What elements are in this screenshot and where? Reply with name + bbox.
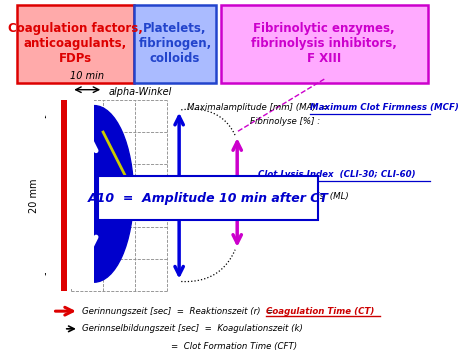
Text: 20 mm: 20 mm	[29, 178, 39, 213]
Ellipse shape	[55, 106, 134, 282]
Text: Gerinnungszeit [sec]  =  Reaktionszeit (r)  =: Gerinnungszeit [sec] = Reaktionszeit (r)…	[82, 307, 278, 316]
FancyBboxPatch shape	[18, 5, 134, 83]
Text: Clot Lysis Index  (CLI-30; CLI-60): Clot Lysis Index (CLI-30; CLI-60)	[258, 170, 416, 179]
FancyBboxPatch shape	[98, 176, 318, 220]
Text: Fibrinolytic enzymes,
fibrinolysis inhibitors,
F XIII: Fibrinolytic enzymes, fibrinolysis inhib…	[251, 22, 397, 65]
FancyBboxPatch shape	[134, 5, 217, 83]
Text: Platelets,
fibrinogen,
colloids: Platelets, fibrinogen, colloids	[138, 22, 211, 65]
Text: =  Clot Formation Time (CFT): = Clot Formation Time (CFT)	[171, 342, 297, 351]
Text: Maximalamplitude [mm] (MA)  =: Maximalamplitude [mm] (MA) =	[187, 103, 335, 112]
Text: Maximum Lysis  (ML): Maximum Lysis (ML)	[258, 192, 349, 200]
Text: alpha-Winkel: alpha-Winkel	[109, 87, 172, 97]
Text: 10 min: 10 min	[70, 71, 104, 81]
Bar	[61, 100, 67, 291]
Text: A10  =  Amplitude 10 min after CT: A10 = Amplitude 10 min after CT	[88, 192, 328, 205]
FancyBboxPatch shape	[220, 5, 428, 83]
Text: Maximum Clot Firmness (MCF): Maximum Clot Firmness (MCF)	[310, 103, 459, 112]
Text: Coagulation Time (CT): Coagulation Time (CT)	[266, 307, 374, 316]
Bar	[46, 99, 94, 289]
Text: Gerinnselbildungszeit [sec]  =  Koagulationszeit (k): Gerinnselbildungszeit [sec] = Koagulatio…	[82, 324, 302, 333]
Text: Coagulation factors,
anticoagulants,
FDPs: Coagulation factors, anticoagulants, FDP…	[8, 22, 143, 65]
Text: Fibrinolyse [%] :: Fibrinolyse [%] :	[250, 117, 320, 126]
